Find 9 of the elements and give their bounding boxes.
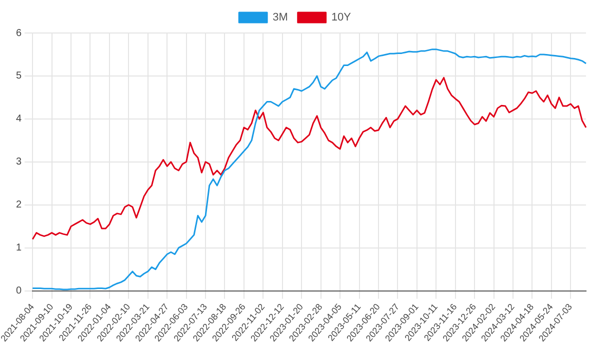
y-tick-label: 5: [16, 70, 22, 82]
legend-label: 3M: [272, 12, 288, 24]
y-tick-label: 1: [16, 242, 22, 254]
y-tick-label: 4: [16, 114, 22, 125]
y-tick-label: 3: [16, 156, 22, 168]
y-tick-label: 0: [16, 286, 22, 297]
legend-label: 10Y: [331, 12, 352, 24]
y-tick-label: 2: [16, 200, 22, 211]
y-tick-label: 6: [16, 28, 22, 39]
